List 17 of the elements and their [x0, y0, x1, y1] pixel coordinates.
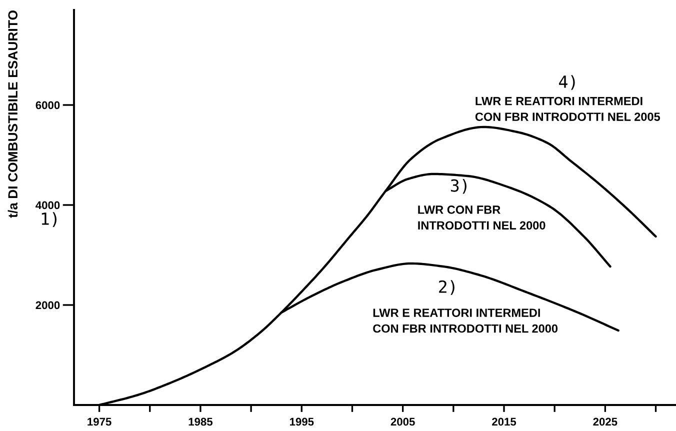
y-tick-label: 6000	[36, 101, 60, 110]
annotation: LWR E REATTORI INTERMEDI CON FBR INTRODOTTI NEL 2005	[475, 96, 660, 121]
x-tick-label: 2025	[593, 418, 618, 426]
annotation: LWR CON FBR INTRODOTTI NEL 2000	[418, 206, 546, 230]
x-tick-label: 1975	[88, 418, 112, 426]
y-tick-label: 2000	[36, 301, 60, 310]
x-tick-label: 2005	[390, 418, 415, 426]
y-tick-label: 4000	[36, 201, 60, 210]
annotation: 2)	[439, 280, 454, 295]
annotation: 3)	[450, 178, 466, 194]
annotation: LWR E REATTORI INTERMEDI CON FBR INTRODOTTI NEL 2000	[373, 308, 558, 333]
x-tick-label: 1985	[188, 418, 213, 426]
x-tick-label: 2015	[492, 418, 516, 426]
annotation: 4)	[559, 75, 575, 90]
y-axis-title: t/a DI COMBUSTIBILE ESAURITO	[8, 10, 18, 218]
text: 1)	[42, 212, 56, 227]
x-tick-label: 1995	[290, 418, 314, 426]
